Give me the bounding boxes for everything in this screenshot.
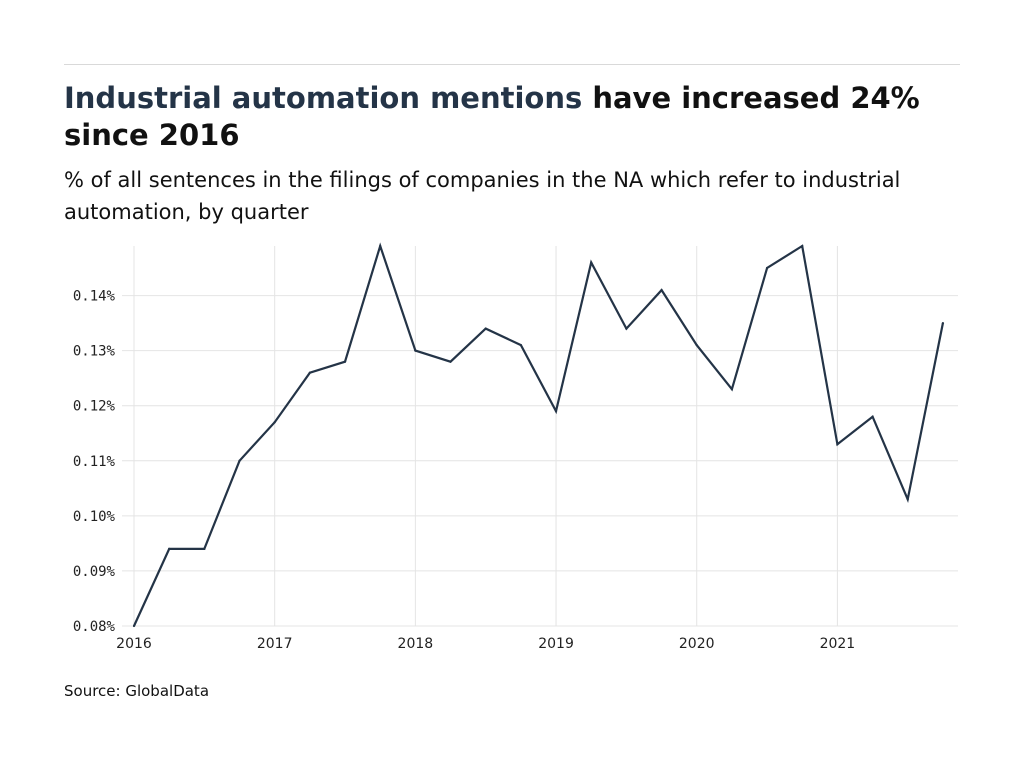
chart-title-highlight: Industrial automation mentions — [64, 81, 583, 115]
data-point-2020-Q3 — [765, 266, 769, 270]
chart-title: Industrial automation mentions have incr… — [64, 80, 964, 154]
chart-title-rest: have increased 24% since 2016 — [64, 81, 920, 152]
data-point-2017-Q4 — [379, 244, 382, 248]
y-axis-tick-labels: 0.08% 0.09% 0.10% 0.11% 0.12% 0.13% 0.14% — [73, 289, 116, 635]
data-point-2018-Q1 — [414, 349, 417, 352]
x-tick-label-2021: 2021 — [820, 636, 856, 652]
data-point-2019-Q2 — [590, 261, 593, 264]
x-axis-tick-labels: 2016 2017 2018 2019 2020 2021 — [116, 636, 855, 652]
data-point-2016-Q3 — [203, 547, 206, 550]
data-point-2017-Q1 — [273, 421, 276, 424]
y-tick-label-3: 0.11% — [73, 454, 116, 470]
data-point-2018-Q3 — [484, 327, 487, 330]
y-tick-label-5: 0.13% — [73, 344, 116, 360]
series-group — [132, 242, 945, 628]
data-point-2016-Q1 — [132, 624, 136, 628]
data-point-2021-Q3 — [906, 498, 909, 501]
data-point-2021-Q4 — [941, 322, 945, 325]
data-point-2018-Q4 — [519, 344, 522, 347]
data-point-2016-Q2 — [168, 547, 171, 550]
chart-subtitle: % of all sentences in the filings of com… — [64, 168, 901, 224]
data-point-2017-Q2 — [308, 371, 311, 374]
data-point-2020-Q1 — [695, 344, 698, 347]
data-point-2020-Q4 — [801, 244, 804, 248]
data-point-2016-Q4 — [238, 459, 241, 462]
y-tick-label-1: 0.09% — [73, 564, 116, 580]
data-point-2019-Q3 — [625, 327, 628, 330]
y-tick-label-2: 0.10% — [73, 509, 116, 525]
x-tick-label-2016: 2016 — [116, 636, 152, 652]
y-tick-label-4: 0.12% — [73, 399, 116, 415]
y-tick-label-0: 0.08% — [73, 619, 116, 635]
x-tick-label-2019: 2019 — [538, 636, 574, 652]
x-tick-label-2017: 2017 — [257, 636, 293, 652]
horizontal-gridlines — [122, 295, 958, 627]
x-tick-label-2020: 2020 — [679, 636, 715, 652]
top-rule — [64, 64, 960, 65]
data-point-2021-Q1 — [836, 443, 839, 446]
y-tick-label-6: 0.14% — [73, 289, 116, 305]
vertical-gridlines — [133, 246, 838, 626]
data-point-2019-Q4 — [660, 288, 663, 292]
series-line-0 — [132, 242, 944, 627]
data-point-2017-Q3 — [343, 360, 347, 363]
data-point-2021-Q2 — [871, 415, 874, 418]
data-point-2018-Q2 — [449, 360, 452, 363]
x-tick-label-2018: 2018 — [398, 636, 434, 652]
source-note: Source: GlobalData — [64, 682, 210, 700]
data-point-2019-Q1 — [554, 410, 558, 413]
data-point-2020-Q2 — [730, 388, 733, 391]
